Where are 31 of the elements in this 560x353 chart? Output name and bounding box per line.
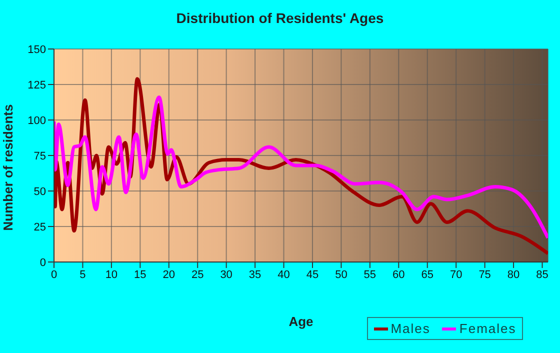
x-axis-title: Age: [288, 314, 314, 329]
x-tick-label: 25: [191, 268, 204, 281]
y-axis-title: Number of residents: [0, 104, 16, 230]
x-tick-label: 35: [248, 268, 262, 281]
line-series: [54, 96, 548, 240]
x-tick-label: 50: [335, 268, 348, 281]
x-tick-label: 65: [421, 268, 434, 281]
x-tick-label: 75: [478, 268, 491, 281]
y-tick-label: 25: [34, 221, 46, 234]
chart-title: Distribution of Residents' Ages: [175, 10, 385, 26]
legend-label: Females: [459, 321, 516, 336]
y-tick-label: 0: [40, 256, 46, 269]
y-tick-label: 50: [34, 186, 46, 198]
x-tick-label: 60: [392, 268, 405, 281]
y-tick-label: 75: [34, 150, 46, 162]
x-tick-label: 0: [50, 268, 58, 281]
y-tick-label: 150: [28, 44, 46, 56]
legend-label: Males: [390, 321, 430, 336]
y-tick-label: 100: [28, 114, 46, 127]
x-tick-label: 10: [105, 268, 118, 281]
x-tick-label: 45: [306, 268, 319, 281]
x-tick-label: 20: [162, 268, 176, 281]
x-tick-label: 30: [220, 268, 232, 281]
x-tick-label: 15: [134, 268, 146, 281]
x-tick-label: 80: [507, 268, 520, 281]
x-tick-label: 40: [278, 268, 290, 281]
x-tick-label: 85: [536, 268, 548, 281]
y-tick-label: 125: [28, 79, 46, 92]
x-tick-label: 70: [450, 268, 462, 281]
x-tick-label: 5: [80, 268, 86, 281]
x-tick-label: 55: [364, 268, 376, 281]
